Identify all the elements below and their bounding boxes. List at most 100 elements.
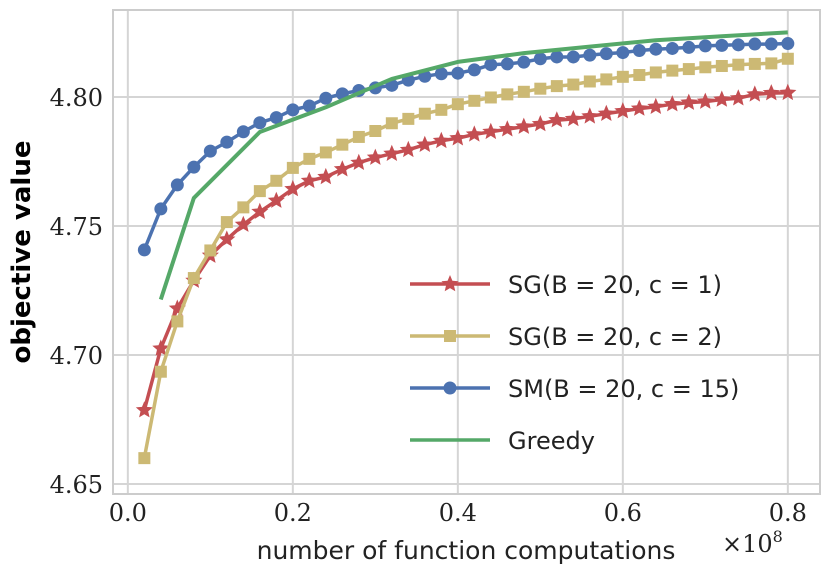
tick-labels: 0.0 0.2 0.4 0.6 0.8 4.65 4.70 4.75 4.80 xyxy=(50,84,807,527)
data-point xyxy=(467,63,481,77)
series-3 xyxy=(158,30,788,301)
data-point xyxy=(600,73,613,86)
plot-frame xyxy=(112,9,821,495)
data-point xyxy=(253,185,266,198)
legend-label: SG(B = 20, c = 2) xyxy=(508,323,722,351)
data-point xyxy=(286,161,299,174)
data-point xyxy=(220,216,233,229)
data-point xyxy=(682,63,695,76)
series-0 xyxy=(135,83,797,418)
data-point xyxy=(550,50,564,64)
data-point xyxy=(696,92,714,109)
data-point xyxy=(517,85,530,98)
data-point xyxy=(715,59,728,72)
data-point xyxy=(385,117,398,130)
series-line xyxy=(158,30,788,301)
legend-marker xyxy=(441,275,459,292)
data-point xyxy=(170,178,184,192)
legend-label: SM(B = 20, c = 15) xyxy=(508,375,739,403)
legend-label: SG(B = 20, c = 1) xyxy=(508,271,722,299)
data-point xyxy=(451,66,465,80)
data-point xyxy=(187,160,201,174)
data-point xyxy=(416,135,434,152)
data-point xyxy=(333,160,351,177)
data-point xyxy=(616,70,629,83)
x-tick-label: 0.2 xyxy=(274,499,312,527)
data-point xyxy=(566,50,580,64)
data-point xyxy=(748,57,761,70)
x-axis-label: number of function computations xyxy=(257,536,676,565)
data-point xyxy=(251,202,269,219)
data-point xyxy=(731,38,745,52)
data-point xyxy=(764,37,778,51)
data-point xyxy=(303,152,316,165)
data-point xyxy=(234,215,252,232)
x-offset-label: ×108 xyxy=(722,527,783,558)
data-point xyxy=(237,201,250,214)
data-point xyxy=(663,95,681,112)
data-point xyxy=(135,401,153,418)
data-point xyxy=(220,135,234,149)
y-tick-label: 4.80 xyxy=(50,84,103,112)
data-point xyxy=(649,66,662,79)
series-line xyxy=(142,57,789,459)
data-point xyxy=(138,452,151,465)
series-line xyxy=(142,41,788,251)
legend-marker xyxy=(443,381,457,395)
data-point xyxy=(713,90,731,107)
data-point xyxy=(630,99,648,116)
y-axis-label: objective value xyxy=(7,141,37,364)
data-point xyxy=(746,85,764,102)
data-point xyxy=(451,98,464,111)
data-point xyxy=(534,82,547,95)
series-line xyxy=(142,91,788,411)
data-point xyxy=(665,41,679,55)
data-point xyxy=(647,97,665,114)
data-point xyxy=(465,125,483,142)
legend-entry: Greedy xyxy=(410,427,595,455)
data-point xyxy=(649,42,663,56)
data-point xyxy=(748,37,762,51)
x-tick-label: 0.6 xyxy=(604,499,642,527)
data-point xyxy=(550,80,563,93)
data-point xyxy=(614,102,632,119)
data-point xyxy=(402,112,415,125)
data-point xyxy=(418,107,431,120)
series-1 xyxy=(138,52,794,465)
x-tick-label: 0.4 xyxy=(439,499,477,527)
data-point xyxy=(317,167,335,185)
data-point xyxy=(302,99,316,113)
data-point xyxy=(468,94,481,107)
data-point xyxy=(319,91,333,105)
data-point xyxy=(666,64,679,77)
data-point xyxy=(218,230,236,247)
data-point xyxy=(269,111,283,125)
data-point xyxy=(137,243,151,257)
data-point xyxy=(715,38,729,52)
data-point xyxy=(369,125,382,137)
data-point xyxy=(484,91,497,104)
data-point xyxy=(267,191,285,208)
data-point xyxy=(616,46,630,60)
data-point xyxy=(531,115,549,132)
data-point xyxy=(583,75,596,88)
data-point xyxy=(350,153,368,170)
data-point xyxy=(171,315,184,328)
data-point xyxy=(698,39,712,53)
data-point xyxy=(732,58,745,71)
data-point xyxy=(435,103,448,116)
data-point xyxy=(515,117,533,134)
data-point xyxy=(762,84,780,101)
legend-marker xyxy=(444,330,456,342)
data-point xyxy=(383,144,401,161)
data-point xyxy=(319,146,332,159)
data-point xyxy=(699,61,712,74)
data-point xyxy=(501,88,514,101)
data-point xyxy=(286,103,300,117)
data-point xyxy=(779,83,797,101)
data-point xyxy=(284,180,302,197)
data-point xyxy=(633,69,646,82)
data-point xyxy=(765,57,778,70)
legend: SG(B = 20, c = 1) SG(B = 20, c = 2) SM(B =… xyxy=(410,271,739,455)
